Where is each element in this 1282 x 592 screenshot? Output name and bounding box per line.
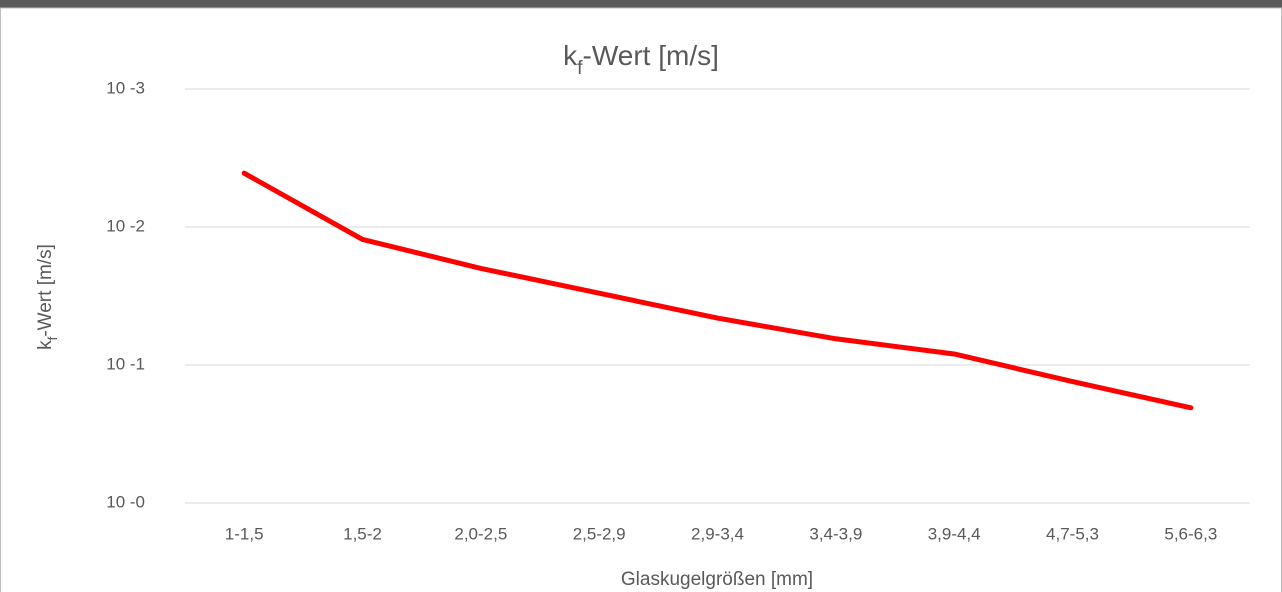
x-axis-label: Glaskugelgrößen [mm]	[621, 569, 813, 590]
data-line	[241, 170, 1194, 411]
x-tick-label: 2,5-2,9	[573, 524, 626, 543]
x-tick-label: 3,9-4,4	[928, 524, 981, 543]
x-tick-label: 3,4-3,9	[809, 524, 862, 543]
x-tick-label: 4,7-5,3	[1046, 524, 1099, 543]
chart-title: kf-Wert [m/s]	[563, 40, 719, 79]
x-tick-label: 5,6-6,3	[1164, 524, 1217, 543]
y-tick-label: 10 -3	[106, 78, 145, 97]
x-tick-label: 1,5-2	[343, 524, 382, 543]
y-tick-label: 10 -1	[106, 354, 145, 373]
window-bar	[0, 0, 1282, 8]
x-tick-label: 1-1,5	[225, 524, 264, 543]
y-axis-label: kf-Wert [m/s]	[35, 244, 60, 350]
x-tick-label: 2,0-2,5	[454, 524, 507, 543]
y-tick-label: 10 -0	[106, 492, 145, 511]
y-tick-label: 10 -2	[106, 216, 145, 235]
x-tick-label: 2,9-3,4	[691, 524, 744, 543]
